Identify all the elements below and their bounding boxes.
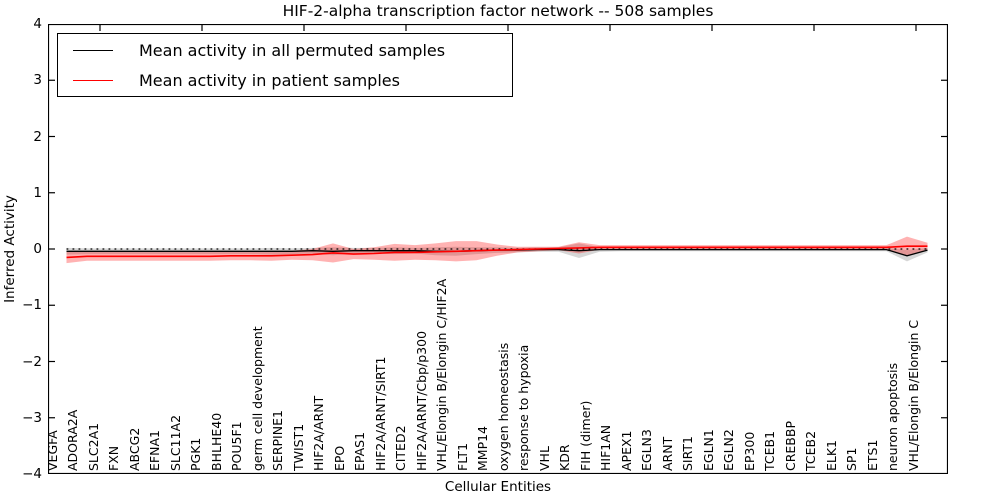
x-tick-label: SLC2A1 [85, 422, 101, 471]
x-tick-label: FXN [106, 445, 121, 471]
y-tick-label: −3 [22, 409, 42, 426]
x-tick-label: ARNT [659, 436, 675, 471]
x-tick-label: oxygen homeostasis [495, 342, 511, 471]
x-tick-label: ETS1 [864, 439, 880, 471]
x-tick-label: EGLN1 [700, 429, 716, 471]
x-tick-label: MMP14 [475, 425, 490, 471]
y-tick-label: 4 [33, 16, 42, 32]
y-tick-label: −2 [22, 353, 42, 370]
x-tick-label: response to hypoxia [516, 344, 531, 471]
y-tick-label: 3 [33, 72, 42, 89]
x-tick-label: TCEB1 [762, 430, 777, 471]
y-tick-label: 0 [33, 241, 42, 257]
x-tick-label: VHL/Elongin B/Elongin C [905, 319, 921, 471]
legend-label: Mean activity in patient samples [139, 70, 400, 90]
legend-line-sample-red [73, 79, 113, 81]
x-tick-label: VEGFA [44, 430, 60, 471]
x-tick-label: germ cell development [249, 326, 265, 471]
x-tick-label: SERPINE1 [270, 410, 285, 471]
x-tick-label: EPO [331, 445, 347, 471]
x-tick-label: HIF2A/ARNT/SIRT1 [372, 356, 388, 471]
x-tick-label: POU5F1 [229, 421, 244, 471]
x-tick-label: KDR [557, 444, 572, 471]
x-tick-label: EFNA1 [147, 430, 162, 471]
x-tick-label: EGLN3 [639, 429, 654, 471]
legend-item-permuted: Mean activity in all permuted samples [58, 36, 512, 64]
axes-frame [48, 24, 948, 474]
x-tick-label: HIF2A/ARNT [311, 395, 326, 471]
legend: Mean activity in all permuted samples Me… [57, 33, 513, 97]
x-axis-label: Cellular Entities [444, 479, 552, 495]
x-tick-label: FLT1 [454, 442, 470, 471]
x-tick-label: CREBBP [782, 421, 798, 471]
x-tick-label: BHLHE40 [208, 412, 224, 471]
x-tick-label: PGK1 [188, 437, 203, 471]
x-tick-label: TWIST1 [290, 423, 306, 471]
chart-title: HIF-2-alpha transcription factor network… [282, 2, 714, 20]
x-tick-label: SIRT1 [680, 436, 695, 471]
x-tick-label: ABCG2 [126, 427, 142, 471]
x-tick-label: HIF1AN [598, 424, 613, 471]
legend-line-sample-black [73, 49, 113, 51]
x-tick-label: EPAS1 [352, 431, 367, 471]
y-tick-label: −1 [22, 297, 42, 314]
x-tick-label: VHL/Elongin B/Elongin C/HIF2A [434, 278, 449, 471]
y-tick-label: 1 [33, 184, 42, 201]
plot-area [48, 24, 948, 474]
series-line-1 [66, 245, 928, 259]
x-tick-label: HIF2A/ARNT/Cbp/p300 [413, 330, 429, 471]
y-tick-label: −4 [22, 466, 42, 482]
x-tick-label: ELK1 [823, 439, 839, 471]
x-tick-label: SP1 [844, 447, 859, 471]
legend-item-patient: Mean activity in patient samples [58, 66, 512, 94]
x-tick-label: SLC11A2 [167, 414, 183, 471]
legend-label: Mean activity in all permuted samples [139, 40, 446, 60]
x-tick-label: FIH (dimer) [577, 400, 593, 471]
x-tick-label: neuron apoptosis [885, 362, 900, 471]
x-tick-label: EP300 [741, 431, 757, 471]
x-tick-label: VHL [536, 446, 552, 471]
x-tick-label: TCEB2 [803, 430, 818, 471]
x-tick-label: EGLN2 [721, 429, 736, 471]
y-tick-label: 2 [33, 128, 42, 145]
x-tick-label: CITED2 [393, 425, 408, 471]
x-tick-label: ADORA2A [65, 409, 80, 471]
x-tick-label: APEX1 [618, 430, 634, 471]
